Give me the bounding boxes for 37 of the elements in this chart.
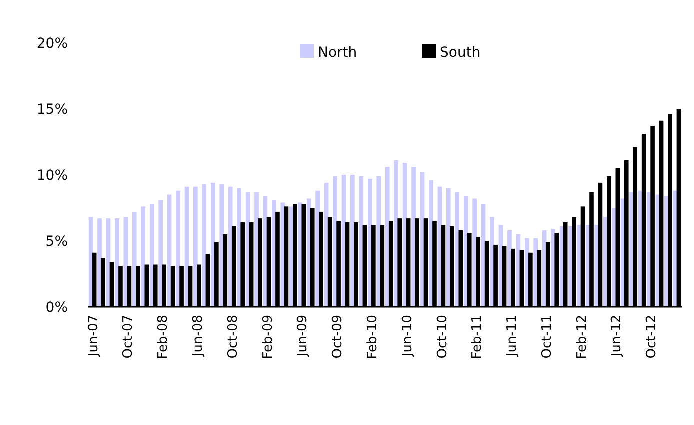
x-tick-label: Jun-10 [400, 315, 416, 358]
y-tick-label: 15% [36, 102, 68, 118]
x-tick-label: Feb-11 [470, 315, 486, 360]
bar [210, 182, 216, 307]
x-tick-label: Oct-07 [121, 315, 136, 359]
bar [132, 212, 137, 307]
x-tick-label: Jun-07 [86, 315, 102, 358]
bar [612, 208, 617, 307]
bar [141, 206, 146, 307]
bar [534, 238, 538, 307]
x-tick-label: Feb-12 [574, 315, 590, 360]
bar [176, 190, 180, 307]
bar [220, 184, 224, 307]
bar [394, 160, 398, 307]
y-tick-label: 5% [46, 234, 68, 250]
x-tick-label: Feb-08 [156, 315, 172, 360]
legend-label: South [440, 44, 481, 61]
bar [115, 218, 120, 307]
y-tick-label: 10% [36, 168, 68, 184]
x-tick-label: Jun-12 [610, 315, 625, 358]
x-tick-label: Oct-10 [435, 315, 450, 359]
x-tick-label: Feb-10 [365, 315, 380, 360]
x-tick-label: Jun-09 [296, 315, 311, 358]
x-tick-label: Oct-11 [540, 315, 555, 359]
bar [98, 218, 102, 307]
x-tick-label: Jun-08 [191, 315, 206, 358]
bar [158, 200, 163, 307]
x-tick-label: Oct-08 [226, 315, 241, 359]
x-tick-label: Feb-09 [260, 315, 276, 360]
y-tick-label: 0% [46, 300, 68, 316]
y-tick-label: 20% [36, 36, 68, 52]
bar [194, 186, 198, 307]
bar [385, 167, 390, 307]
x-tick-label: Oct-12 [644, 315, 660, 359]
legend-label: North [318, 44, 358, 61]
x-tick-label: Oct-09 [330, 315, 346, 359]
x-tick-label: Jun-11 [505, 315, 520, 358]
